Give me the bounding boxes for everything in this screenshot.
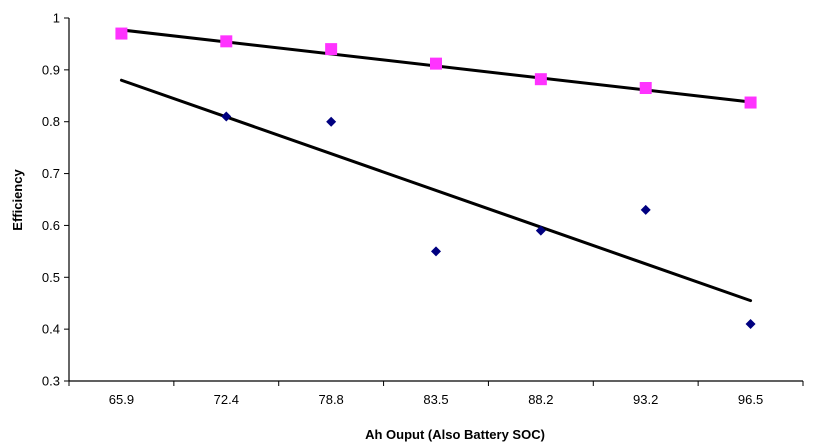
data-point-diamond xyxy=(326,116,337,127)
data-point-square xyxy=(744,96,757,109)
x-tick-label: 93.2 xyxy=(633,392,658,407)
data-point-diamond xyxy=(431,246,441,257)
data-point-square xyxy=(639,82,652,95)
x-tick-label: 96.5 xyxy=(738,392,763,407)
x-tick-label: 83.5 xyxy=(423,392,448,407)
plot-area xyxy=(115,27,757,329)
y-tick-label: 0.6 xyxy=(42,218,60,233)
y-tick-label: 0.9 xyxy=(42,62,60,77)
x-axis-title: Ah Ouput (Also Battery SOC) xyxy=(365,427,545,442)
trendline xyxy=(119,78,753,303)
y-tick-label: 0.5 xyxy=(42,270,60,285)
x-tick-label: 65.9 xyxy=(109,392,134,407)
y-tick-label: 0.8 xyxy=(42,114,60,129)
y-tick-label: 1 xyxy=(53,11,60,26)
data-point-diamond xyxy=(640,204,651,215)
axes xyxy=(68,18,803,382)
data-point-diamond xyxy=(535,225,546,236)
x-tick-label: 72.4 xyxy=(214,392,239,407)
y-tick-label: 0.4 xyxy=(42,322,60,337)
y-tick-label: 0.7 xyxy=(42,166,60,181)
data-point-diamond xyxy=(221,111,232,122)
y-tick-label: 0.3 xyxy=(42,374,60,389)
x-tick-label: 78.8 xyxy=(318,392,343,407)
tick-group: 0.3 0.4 0.5 0.6 0.7 0.8 0.9 1 65.9 72.4 78.8 83.5 88… xyxy=(42,11,804,407)
x-tick-label: 88.2 xyxy=(528,392,553,407)
data-point-square xyxy=(430,57,442,70)
y-axis-title: Efficiency xyxy=(10,169,25,231)
data-point-square xyxy=(220,35,233,48)
data-point-square xyxy=(534,73,547,86)
data-point-diamond xyxy=(745,318,756,329)
data-point-square xyxy=(115,27,128,40)
data-point-square xyxy=(325,43,338,56)
